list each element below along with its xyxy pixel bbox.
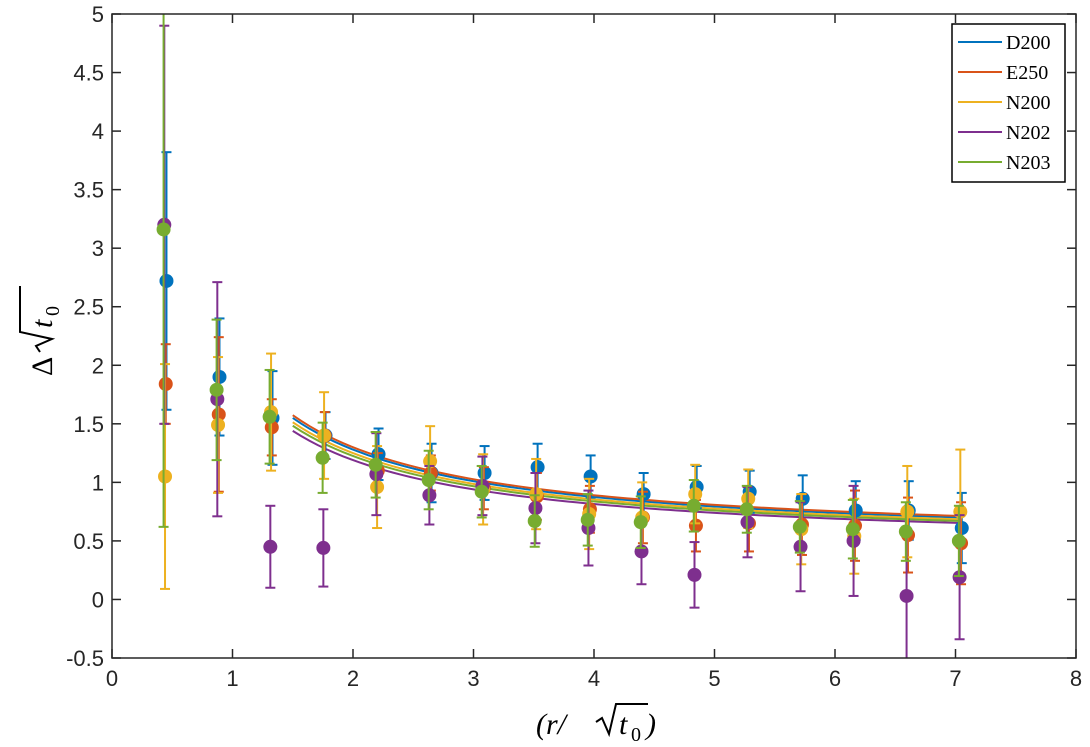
legend-label-e250: E250 [1006,62,1048,84]
y-tick-label: 5 [92,2,104,27]
data-point [633,515,648,530]
data-point [739,502,754,517]
data-point [156,222,171,237]
data-point [368,457,383,472]
y-axis-label-radicand: t [26,319,59,328]
legend: D200 E250 N200 N202 N203 [951,23,1066,183]
y-tick-label: 4.5 [73,61,104,86]
y-tick-label: 1.5 [73,412,104,437]
x-axis-label: (r/ t 0 ) [536,703,656,746]
fit-curve-n200 [292,421,962,521]
data-point [898,524,913,539]
fit-curve-n203 [292,424,962,523]
y-tick-label: 1 [92,470,104,495]
x-tick-label: 7 [949,666,961,691]
data-point [530,460,545,475]
x-tick-label: 5 [708,666,720,691]
data-point [580,512,595,527]
plot-area [112,14,1076,658]
x-tick-label: 4 [588,666,600,691]
data-point [687,567,702,582]
x-axis-label-close: ) [644,708,656,741]
data-point [158,469,173,484]
data-point [527,514,542,529]
y-tick-label: 0.5 [73,529,104,554]
data-point [686,498,701,513]
x-tick-label: 0 [106,666,118,691]
legend-label-n200: N200 [1006,92,1050,114]
data-layer [156,14,969,658]
data-point [583,469,598,484]
y-tick-label: -0.5 [66,646,104,671]
legend-label-n202: N202 [1006,122,1050,144]
y-axis-label-subscript: 0 [42,306,64,316]
data-point [209,382,224,397]
y-axis-sqrt-sign [19,286,56,353]
data-point [315,450,330,465]
legend-label-n203: N203 [1006,152,1050,174]
x-axis-sqrt-sign [595,703,648,738]
data-point [900,504,915,519]
y-tick-label: 3.5 [73,178,104,203]
y-tick-label: 4 [92,119,104,144]
x-axis-label-open: (r/ [536,708,569,741]
x-axis-label-subscript: 0 [631,724,641,746]
data-point [159,273,174,288]
x-axis-label-radicand: t [619,708,628,741]
data-point [421,473,436,488]
data-point [792,519,807,534]
y-tick-label: 3 [92,236,104,261]
data-point [263,539,278,554]
data-point [262,409,277,424]
y-tick-label: 2.5 [73,295,104,320]
series-n203 [156,14,966,578]
legend-label-d200: D200 [1006,32,1050,54]
x-tick-label: 1 [226,666,238,691]
x-tick-label: 8 [1070,666,1082,691]
data-point [688,487,703,502]
data-point [952,570,967,585]
legend-items: D200 E250 N200 N202 N203 [958,32,1050,174]
data-point [899,588,914,603]
x-tick-label: 6 [829,666,841,691]
x-tick-label: 3 [467,666,479,691]
data-point [316,540,331,555]
data-point [423,454,438,469]
y-axis-label: Δ t 0 [19,286,64,376]
data-point [951,533,966,548]
fit-curve-n202 [292,429,962,525]
axes-layer: 0 1 2 3 4 5 6 7 8-0.500.511.522.533.544.55 [66,2,1082,691]
legend-box [951,23,1066,183]
y-tick-label: 2 [92,353,104,378]
x-tick-label: 2 [347,666,359,691]
data-point [688,518,703,533]
y-axis-label-prefix: Δ [26,357,59,376]
data-point [317,428,332,443]
data-point [845,522,860,537]
y-tick-label: 0 [92,587,104,612]
data-point [474,484,489,499]
